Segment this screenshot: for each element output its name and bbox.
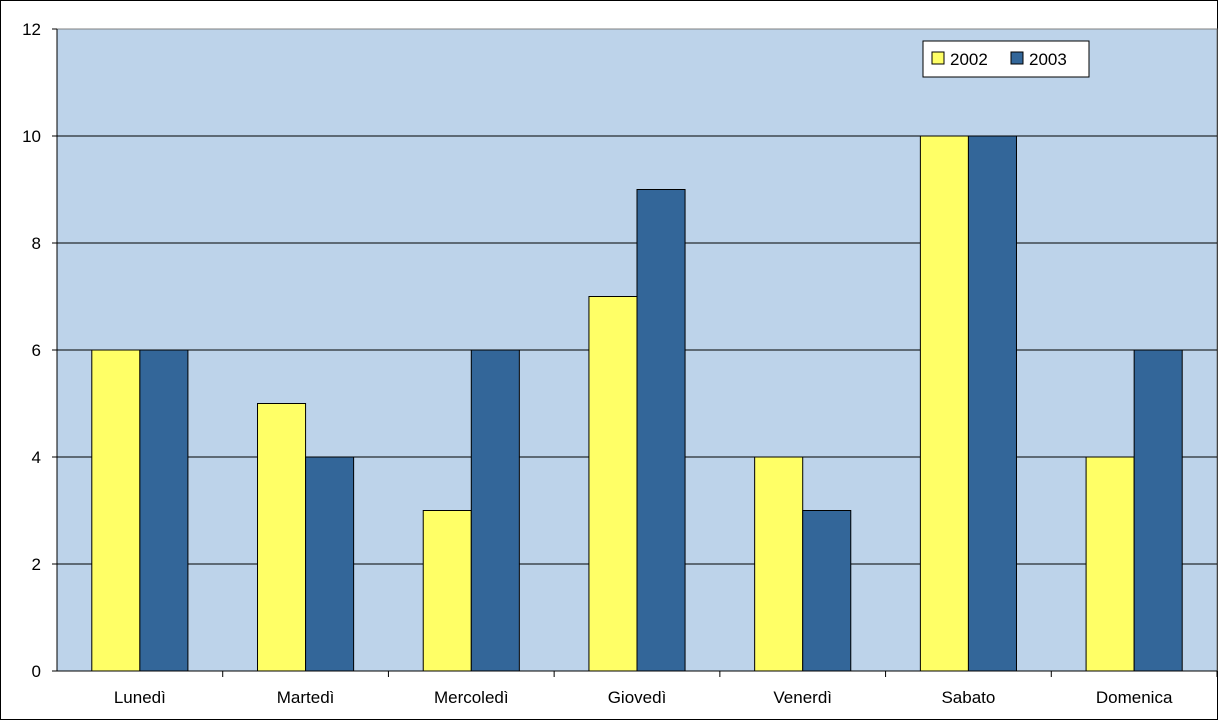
x-tick-label: Venerdì bbox=[773, 688, 832, 707]
bar-2002-4 bbox=[754, 456, 804, 672]
axes bbox=[52, 28, 1218, 677]
x-tick-label: Mercoledì bbox=[434, 688, 509, 707]
bar-2003-3 bbox=[636, 189, 686, 672]
x-tick-label: Domenica bbox=[1096, 688, 1173, 707]
bar-2002-6 bbox=[1085, 456, 1135, 672]
legend-label-2002: 2002 bbox=[950, 50, 988, 69]
bar-2003-1 bbox=[305, 456, 355, 672]
bar-2002-3 bbox=[588, 296, 638, 672]
y-tick-label: 0 bbox=[32, 662, 41, 681]
y-tick-label: 4 bbox=[32, 448, 41, 467]
x-tick-label: Sabato bbox=[941, 688, 995, 707]
legend-swatch-2003 bbox=[1010, 51, 1024, 65]
y-tick-labels: 0 2 4 6 8 10 12 bbox=[22, 20, 41, 681]
bar-2003-0 bbox=[139, 349, 189, 672]
legend-label-2003: 2003 bbox=[1029, 50, 1067, 69]
bar-2002-1 bbox=[257, 403, 307, 672]
bar-2003-6 bbox=[1133, 349, 1183, 672]
y-tick-label: 2 bbox=[32, 555, 41, 574]
y-tick-label: 8 bbox=[32, 234, 41, 253]
bar-2002-5 bbox=[919, 135, 969, 672]
legend: 2002 2003 bbox=[922, 40, 1090, 78]
y-tick-label: 12 bbox=[22, 20, 41, 39]
bar-2003-5 bbox=[967, 135, 1017, 672]
bar-2003-4 bbox=[802, 510, 852, 672]
x-tick-labels: Lunedì Martedì Mercoledì Giovedì Venerdì Saba… bbox=[114, 688, 1173, 707]
legend-swatch-2002 bbox=[931, 51, 945, 65]
bar-2003-2 bbox=[470, 349, 520, 672]
bars bbox=[91, 135, 1183, 672]
bar-2002-2 bbox=[422, 510, 472, 672]
x-tick-label: Giovedì bbox=[608, 688, 667, 707]
x-tick-label: Martedì bbox=[277, 688, 335, 707]
bar-2002-0 bbox=[91, 349, 141, 672]
y-tick-label: 6 bbox=[32, 341, 41, 360]
x-tick-label: Lunedì bbox=[114, 688, 166, 707]
y-tick-label: 10 bbox=[22, 127, 41, 146]
legend-box bbox=[922, 40, 1090, 78]
